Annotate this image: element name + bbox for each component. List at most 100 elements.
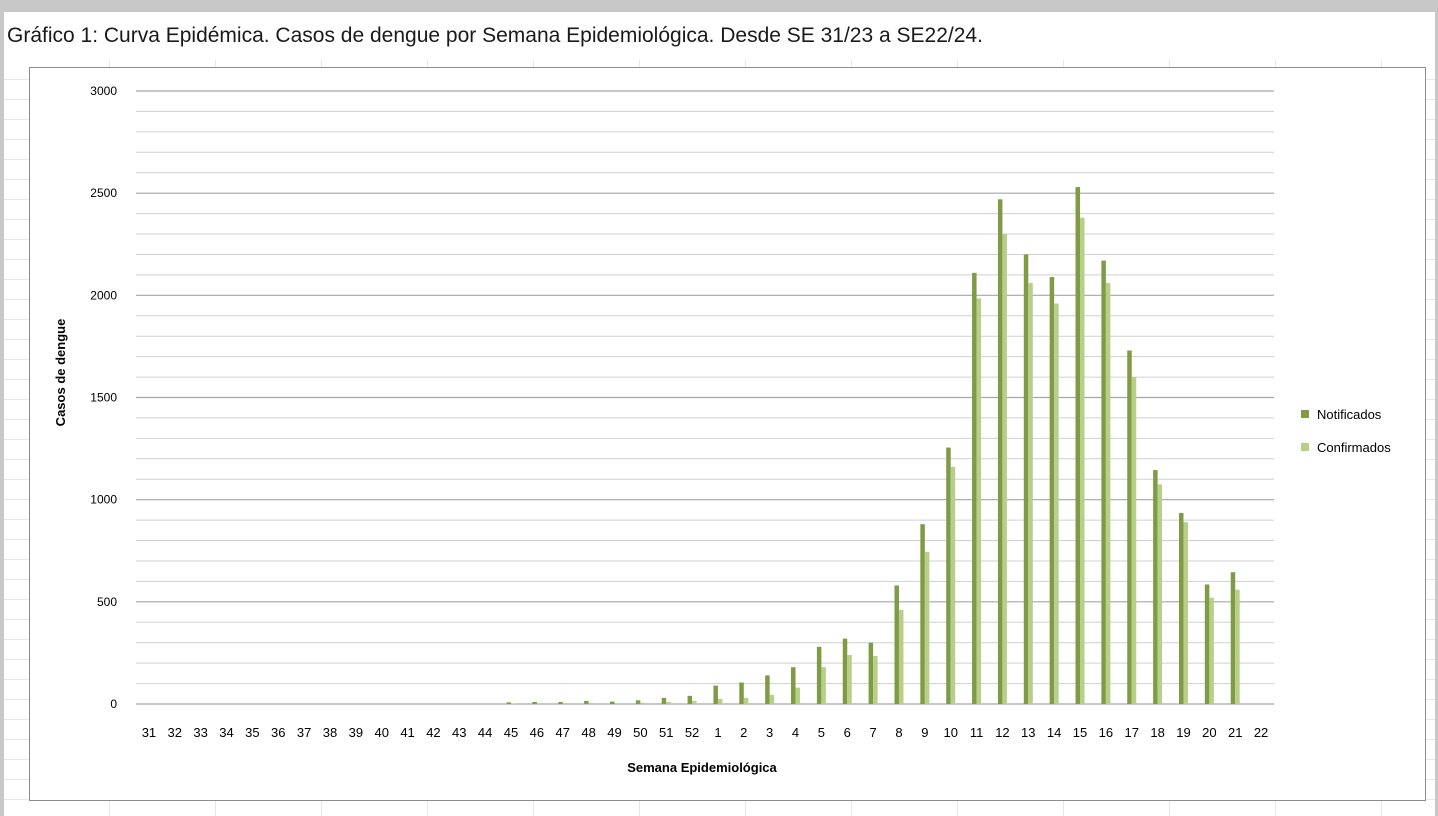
bar-confirmados-17: [1131, 377, 1137, 704]
legend-swatch: [1301, 410, 1309, 418]
x-tick-label: 45: [504, 725, 518, 740]
x-axis-title: Semana Epidemiológica: [627, 760, 777, 775]
x-axis-ticks: 31 32 33 34 35 36 37 38 39 40 41 42 43 44 45 46 47 48 49 50…: [142, 725, 1269, 740]
x-tick-label: 40: [374, 725, 388, 740]
x-tick-label: 35: [245, 725, 259, 740]
bar-confirmados-11: [976, 298, 982, 704]
x-tick-label: 44: [478, 725, 492, 740]
bar-confirmados-47: [562, 703, 568, 704]
bar-notificados-10: [946, 447, 951, 704]
y-axis-title: Casos de dengue: [53, 319, 68, 427]
x-tick-label: 15: [1073, 725, 1087, 740]
y-tick-label: 2000: [90, 288, 117, 302]
bar-confirmados-4: [795, 687, 801, 704]
bar-confirmados-9: [924, 551, 930, 704]
bar-notificados-45: [506, 702, 512, 704]
x-tick-label: 43: [452, 725, 466, 740]
bar-notificados-18: [1153, 470, 1158, 704]
bar-notificados-4: [791, 667, 796, 704]
bar-confirmados-13: [1028, 283, 1033, 704]
x-tick-label: 19: [1176, 725, 1190, 740]
y-tick-label: 500: [97, 595, 117, 609]
bar-notificados-12: [997, 199, 1003, 704]
chart-area[interactable]: [29, 67, 1426, 801]
bar-notificados-21: [1230, 572, 1236, 704]
bar-confirmados-21: [1235, 589, 1240, 704]
bar-confirmados-12: [1002, 234, 1007, 705]
bar-confirmados-7: [873, 655, 878, 704]
bar-notificados-50: [635, 700, 641, 704]
x-tick-label: 31: [142, 725, 156, 740]
x-tick-label: 20: [1202, 725, 1216, 740]
x-tick-label: 12: [995, 725, 1009, 740]
legend-label: Confirmados: [1317, 440, 1391, 455]
bar-confirmados-19: [1183, 522, 1188, 704]
bar-notificados-13: [1023, 254, 1029, 704]
bar-confirmados-49: [614, 703, 619, 704]
bar-notificados-52: [687, 695, 693, 704]
bar-notificados-3: [765, 675, 770, 704]
bar-confirmados-10: [950, 466, 956, 704]
bar-notificados-15: [1075, 187, 1081, 704]
x-tick-label: 33: [193, 725, 207, 740]
window-top-bar: [0, 0, 1438, 12]
bars: [506, 187, 1240, 705]
x-tick-label: 18: [1150, 725, 1164, 740]
x-tick-label: 50: [633, 725, 647, 740]
x-tick-label: 34: [219, 725, 233, 740]
x-tick-label: 36: [271, 725, 285, 740]
bar-notificados-1: [713, 685, 718, 704]
x-tick-label: 46: [530, 725, 544, 740]
bar-confirmados-1: [717, 698, 723, 704]
bar-confirmados-5: [821, 667, 826, 704]
y-tick-label: 3000: [90, 84, 117, 98]
bar-notificados-20: [1204, 584, 1210, 704]
bar-notificados-16: [1101, 260, 1106, 704]
x-tick-label: 22: [1254, 725, 1268, 740]
x-tick-label: 42: [426, 725, 440, 740]
y-tick-label: 0: [110, 697, 117, 711]
x-tick-label: 51: [659, 725, 673, 740]
bar-notificados-19: [1178, 512, 1184, 704]
bar-notificados-6: [842, 638, 848, 704]
x-tick-label: 39: [349, 725, 363, 740]
legend[interactable]: Notificados Confirmados: [1301, 407, 1391, 455]
x-tick-label: 1: [714, 725, 721, 740]
bar-notificados-47: [558, 701, 563, 704]
bar-notificados-14: [1049, 276, 1055, 704]
x-tick-label: 8: [895, 725, 902, 740]
bar-confirmados-18: [1157, 484, 1163, 704]
legend-item-confirmados[interactable]: Confirmados: [1301, 440, 1391, 455]
x-tick-label: 14: [1047, 725, 1061, 740]
x-tick-label: 47: [556, 725, 570, 740]
x-tick-label: 52: [685, 725, 699, 740]
x-tick-label: 9: [921, 725, 928, 740]
bar-confirmados-14: [1054, 303, 1059, 704]
legend-swatch: [1301, 443, 1309, 451]
x-tick-label: 32: [168, 725, 182, 740]
bar-confirmados-2: [743, 697, 749, 704]
bar-notificados-11: [972, 272, 977, 704]
y-tick-label: 2500: [90, 186, 117, 200]
bar-notificados-17: [1127, 350, 1132, 704]
legend-item-notificados[interactable]: Notificados: [1301, 407, 1382, 422]
x-tick-label: 4: [792, 725, 799, 740]
x-tick-label: 16: [1099, 725, 1113, 740]
x-tick-label: 13: [1021, 725, 1035, 740]
x-tick-label: 38: [323, 725, 337, 740]
x-tick-label: 7: [869, 725, 876, 740]
bar-confirmados-46: [536, 703, 542, 704]
y-tick-label: 1000: [90, 493, 117, 507]
bar-confirmados-6: [847, 654, 852, 704]
bar-notificados-51: [661, 697, 667, 704]
bar-confirmados-3: [769, 694, 775, 704]
bar-confirmados-8: [898, 610, 904, 704]
x-tick-label: 6: [844, 725, 851, 740]
bar-notificados-7: [868, 642, 874, 704]
x-tick-label: 2: [740, 725, 747, 740]
bar-confirmados-20: [1209, 597, 1214, 704]
bar-notificados-46: [532, 701, 537, 704]
legend-label: Notificados: [1317, 407, 1382, 422]
chart-caption: Gráfico 1: Curva Epidémica. Casos de den…: [7, 24, 983, 47]
